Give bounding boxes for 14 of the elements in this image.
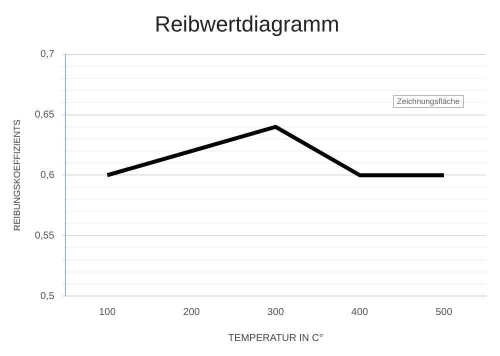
annotation: Zeichnungsfläche <box>393 95 464 108</box>
y-tick-label: 0,7 <box>40 49 55 60</box>
y-tick-label: 0,55 <box>34 230 55 242</box>
y-tick-label: 0,5 <box>40 290 55 302</box>
y-axis-title: REIBUNGSKOEFFIZIENTS <box>12 119 22 231</box>
chart-title: Reibwertdiagramm <box>154 11 340 36</box>
x-tick-label: 100 <box>98 306 116 318</box>
x-tick-label: 300 <box>267 306 284 318</box>
x-axis-title: TEMPERATUR IN C° <box>228 332 324 344</box>
x-tick-label: 200 <box>183 306 200 318</box>
y-tick-label: 0,6 <box>40 170 55 181</box>
x-tick-label: 400 <box>351 306 369 318</box>
x-tick-label: 500 <box>436 306 453 318</box>
y-tick-label: 0,65 <box>34 110 55 121</box>
